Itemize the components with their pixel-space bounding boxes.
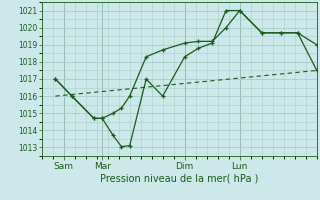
X-axis label: Pression niveau de la mer( hPa ): Pression niveau de la mer( hPa ) <box>100 173 258 183</box>
